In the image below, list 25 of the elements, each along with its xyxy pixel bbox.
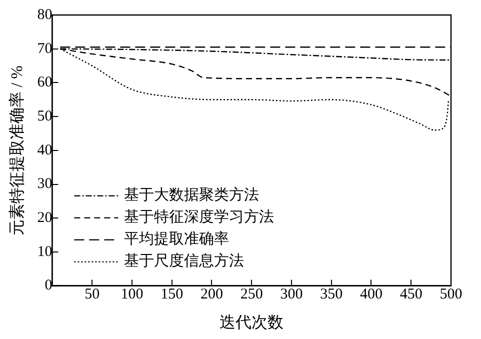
y-tick-label: 40	[37, 142, 52, 158]
x-tick-label: 300	[280, 286, 303, 303]
y-tick-label: 80	[37, 6, 52, 23]
x-tick-label: 400	[360, 286, 382, 303]
x-tick-label: 450	[400, 286, 422, 303]
y-tick-label: 50	[37, 108, 52, 124]
y-tick-label: 0	[44, 278, 52, 294]
y-tick-label: 30	[37, 176, 52, 192]
y-tick-label: 60	[37, 74, 52, 91]
x-tick-label: 250	[240, 286, 263, 303]
x-tick-label: 350	[320, 286, 343, 303]
y-tick-label: 20	[37, 210, 52, 226]
legend-label: 基于特征深度学习方法	[124, 208, 274, 226]
y-tick-label: 10	[37, 244, 52, 260]
y-axis-title: 元素特征提取准确率 / %	[8, 66, 26, 236]
x-tick-label: 50	[84, 286, 100, 303]
x-tick-label: 100	[120, 286, 144, 303]
x-tick-label: 150	[160, 286, 184, 303]
x-tick-label: 500	[440, 286, 462, 303]
x-axis-title: 迭代次数	[220, 314, 284, 332]
y-tick-label: 70	[37, 40, 52, 57]
legend-label: 基于尺度信息方法	[124, 252, 244, 270]
legend-label: 基于大数据聚类方法	[124, 186, 260, 204]
x-tick-label: 200	[200, 286, 223, 303]
legend-label: 平均提取准确率	[124, 230, 230, 248]
